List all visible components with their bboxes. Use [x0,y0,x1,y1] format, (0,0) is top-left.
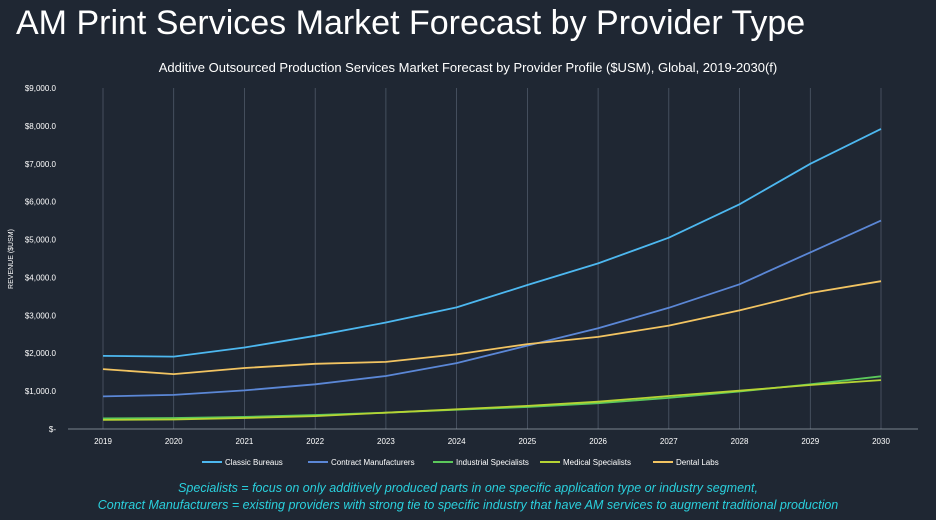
grid-lines [102,88,882,429]
y-tick-label: $5,000.0 [25,236,57,245]
legend-label: Dental Labs [676,458,719,467]
series-line-contract-manufacturers [102,219,882,398]
slide-title: AM Print Services Market Forecast by Pro… [16,4,806,42]
y-tick-label: $4,000.0 [25,273,57,282]
x-tick-label: 2026 [589,437,607,446]
x-tick-label: 2019 [94,437,112,446]
legend-item-medical-specialists: Medical Specialists [540,458,631,467]
series-line-dental-labs [102,280,882,376]
x-tick-label: 2020 [165,437,183,446]
legend-item-industrial-specialists: Industrial Specialists [433,458,529,467]
legend: Classic Bureaus Contract Manufacturers Ind… [202,458,719,467]
line-chart: Additive Outsourced Production Services … [8,60,918,467]
y-tick-label: $6,000.0 [25,198,57,207]
series-lines [102,128,882,421]
footnote: Specialists = focus on only additively p… [0,480,936,514]
x-tick-label: 2024 [448,437,466,446]
y-tick-label: $7,000.0 [25,160,57,169]
y-tick-label: $3,000.0 [25,311,57,320]
axes: $- $1,000.0 $2,000.0 $3,000.0 $4,000.0 $5,000… [25,84,918,446]
y-tick-label: $2,000.0 [25,349,57,358]
legend-label: Medical Specialists [563,458,631,467]
x-tick-label: 2030 [872,437,890,446]
x-tick-label: 2023 [377,437,395,446]
y-tick-label: $9,000.0 [25,84,57,93]
legend-label: Classic Bureaus [225,458,283,467]
series-line-medical-specialists [102,379,882,421]
x-tick-label: 2021 [236,437,254,446]
chart-title: Additive Outsourced Production Services … [159,60,777,75]
footnote-line-1: Specialists = focus on only additively p… [178,481,758,495]
x-tick-label: 2022 [306,437,324,446]
y-tick-label: $8,000.0 [25,122,57,131]
x-tick-label: 2029 [801,437,819,446]
y-tick-label: $- [49,425,56,434]
y-tick-label: $1,000.0 [25,387,57,396]
legend-label: Contract Manufacturers [331,458,415,467]
x-tick-label: 2025 [518,437,536,446]
legend-label: Industrial Specialists [456,458,529,467]
x-tick-label: 2027 [660,437,678,446]
series-line-industrial-specialists [102,375,882,420]
legend-item-classic-bureaus: Classic Bureaus [202,458,283,467]
series-line-classic-bureaus [102,128,882,358]
y-axis-label: REVENUE ($USM) [8,229,15,289]
footnote-line-2: Contract Manufacturers = existing provid… [97,498,839,512]
legend-item-dental-labs: Dental Labs [653,458,719,467]
x-tick-label: 2028 [731,437,749,446]
legend-item-contract-manufacturers: Contract Manufacturers [308,458,415,467]
